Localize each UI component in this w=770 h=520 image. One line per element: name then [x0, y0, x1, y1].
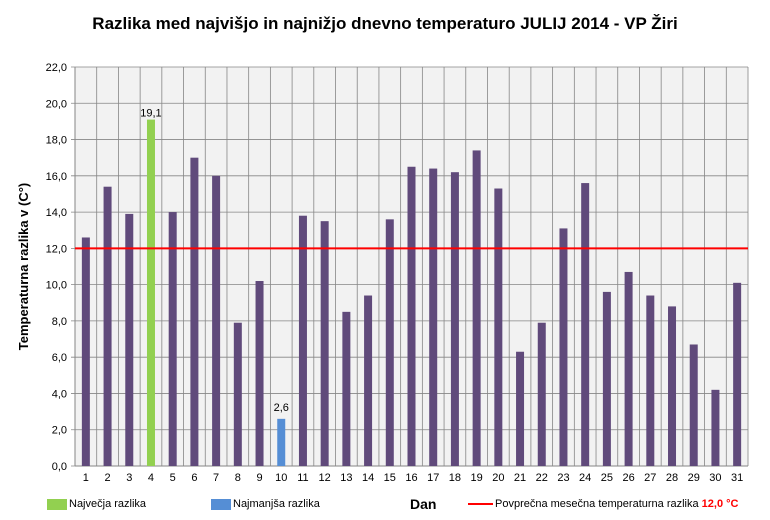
x-tick-label: 15	[384, 472, 396, 484]
bar	[103, 186, 112, 466]
bar	[233, 322, 242, 466]
x-tick-label: 2	[105, 472, 111, 484]
x-tick-label: 30	[709, 472, 721, 484]
y-tick-label: 14,0	[46, 207, 67, 219]
bar	[516, 351, 525, 466]
x-tick-label: 27	[644, 472, 656, 484]
legend-swatch-min	[211, 498, 231, 510]
x-tick-label: 14	[362, 472, 374, 484]
bar	[559, 228, 568, 466]
x-tick-label: 7	[213, 472, 219, 484]
bar	[81, 237, 90, 466]
bar	[494, 188, 503, 466]
bar	[320, 221, 329, 466]
bar	[602, 291, 611, 466]
bar	[624, 271, 633, 466]
bar	[298, 215, 307, 466]
x-tick-label: 18	[449, 472, 461, 484]
bar	[646, 295, 655, 466]
y-tick-label: 6,0	[52, 352, 67, 364]
x-tick-label: 17	[427, 472, 439, 484]
x-tick-label: 13	[340, 472, 352, 484]
legend-label: Največja razlika	[69, 498, 147, 510]
bar	[733, 282, 742, 466]
bar	[125, 213, 134, 466]
bar	[450, 172, 459, 466]
bar	[668, 306, 677, 466]
x-tick-label: 5	[170, 472, 176, 484]
bar	[429, 168, 438, 466]
y-axis-title: Temperaturna razlika v (C°)	[16, 183, 31, 351]
y-tick-label: 4,0	[52, 388, 67, 400]
bar	[255, 281, 264, 466]
bar	[277, 418, 286, 466]
bar	[689, 344, 698, 466]
x-tick-label: 25	[601, 472, 613, 484]
legend-max: Največja razlika	[47, 498, 146, 510]
x-tick-label: 24	[579, 472, 591, 484]
bar	[190, 157, 199, 466]
x-tick-label: 21	[514, 472, 526, 484]
bar	[472, 150, 481, 466]
x-tick-label: 6	[191, 472, 197, 484]
y-tick-label: 20,0	[46, 98, 67, 110]
x-tick-label: 31	[731, 472, 743, 484]
x-tick-label: 22	[536, 472, 548, 484]
data-label-min: 2,6	[274, 402, 289, 414]
y-tick-label: 0,0	[52, 461, 67, 473]
x-tick-label: 19	[471, 472, 483, 484]
y-tick-label: 10,0	[46, 280, 67, 292]
y-tick-label: 2,0	[52, 425, 67, 437]
y-tick-label: 18,0	[46, 135, 67, 147]
data-label-max: 19,1	[140, 108, 161, 120]
x-axis-title: Dan	[410, 496, 437, 512]
x-tick-label: 23	[557, 472, 569, 484]
y-tick-label: 22,0	[46, 62, 67, 74]
legend-min: Najmanjša razlika	[211, 498, 320, 510]
x-tick-label: 20	[492, 472, 504, 484]
bar	[342, 311, 351, 466]
x-tick-label: 29	[688, 472, 700, 484]
y-tick-label: 16,0	[46, 171, 67, 183]
bar	[212, 175, 221, 466]
x-tick-label: 26	[622, 472, 634, 484]
bar	[168, 212, 177, 466]
bar	[407, 166, 416, 466]
y-tick-label: 8,0	[52, 316, 67, 328]
x-tick-label: 10	[275, 472, 287, 484]
x-tick-label: 12	[319, 472, 331, 484]
bar	[537, 322, 546, 466]
x-tick-label: 28	[666, 472, 678, 484]
bar	[581, 183, 590, 466]
legend-label: Povprečna mesečna temperaturna razlika	[495, 498, 699, 510]
bar	[711, 389, 720, 466]
legend-avg: Povprečna mesečna temperaturna razlika 1…	[468, 498, 738, 510]
x-tick-label: 9	[256, 472, 262, 484]
x-tick-label: 4	[148, 472, 154, 484]
x-tick-label: 16	[405, 472, 417, 484]
bar	[364, 295, 373, 466]
x-tick-label: 3	[126, 472, 132, 484]
legend-label: Najmanjša razlika	[233, 498, 320, 510]
legend-avg-value: 12,0 °C	[701, 498, 739, 510]
legend-swatch-max	[47, 498, 67, 510]
x-tick-label: 1	[83, 472, 89, 484]
bar	[385, 219, 394, 466]
x-tick-label: 11	[297, 472, 308, 484]
chart-title: Razlika med najvišjo in najnižjo dnevno …	[92, 14, 678, 33]
legend-line-avg	[468, 503, 493, 505]
bar	[146, 119, 155, 466]
x-tick-label: 8	[235, 472, 241, 484]
y-tick-label: 12,0	[46, 243, 67, 255]
